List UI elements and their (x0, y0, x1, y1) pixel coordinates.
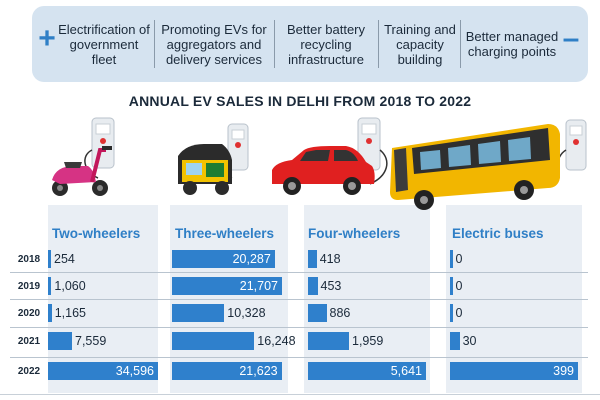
row-divider (10, 327, 588, 328)
bar-four-wheelers (308, 277, 318, 295)
value-label-four-wheelers: 5,641 (390, 364, 422, 378)
year-label: 2019 (17, 281, 41, 292)
row-divider (10, 272, 588, 273)
policy-divider (378, 20, 379, 68)
value-label-electric-buses: 0 (455, 279, 463, 293)
bar-three-wheelers (172, 277, 282, 295)
row-divider (10, 357, 588, 358)
plus-icon: + (38, 22, 56, 55)
value-label-four-wheelers: 1,959 (352, 334, 384, 348)
value-label-electric-buses: 0 (455, 306, 463, 320)
bar-two-wheelers (48, 250, 51, 268)
bar-four-wheelers (308, 304, 327, 322)
bar-four-wheelers (308, 362, 426, 380)
bar-electric-buses (450, 250, 453, 268)
column-heading-electric-buses: Electric buses (452, 226, 544, 241)
value-label-electric-buses: 399 (553, 364, 574, 378)
bar-two-wheelers (48, 277, 52, 295)
bar-two-wheelers (48, 362, 158, 380)
bar-four-wheelers (308, 250, 317, 268)
bar-three-wheelers (172, 332, 255, 350)
bar-two-wheelers (48, 304, 52, 322)
vehicle-illustrations (52, 117, 587, 210)
bar-four-wheelers (308, 332, 349, 350)
bar-electric-buses (450, 362, 578, 380)
divider (0, 394, 600, 395)
value-label-four-wheelers: 453 (320, 279, 342, 293)
auto-rickshaw-icon (178, 144, 232, 195)
value-label-electric-buses: 30 (462, 334, 477, 348)
policy-item: Electrification of government fleet (58, 21, 150, 67)
minus-icon: – (562, 22, 580, 55)
policy-item: Better managed charging points (465, 29, 559, 59)
value-label-three-wheelers: 20,287 (232, 252, 271, 266)
value-label-two-wheelers: 34,596 (115, 364, 154, 378)
column-heading-four-wheelers: Four-wheelers (308, 226, 401, 241)
bus-icon (390, 124, 560, 210)
column-heading-three-wheelers: Three-wheelers (175, 226, 275, 241)
column-heading-two-wheelers: Two-wheelers (52, 226, 141, 241)
row-divider (10, 299, 588, 300)
policy-item: Better battery recycling infrastructure (286, 21, 366, 67)
value-label-electric-buses: 0 (455, 252, 463, 266)
value-label-two-wheelers: 254 (54, 252, 75, 266)
bar-electric-buses (450, 277, 453, 295)
year-label: 2020 (17, 308, 41, 319)
policy-divider (154, 20, 155, 68)
value-label-three-wheelers: 16,248 (257, 334, 296, 348)
value-label-three-wheelers: 21,707 (239, 279, 278, 293)
value-label-four-wheelers: 886 (329, 306, 351, 320)
chart-title: ANNUAL EV SALES IN DELHI FROM 2018 TO 20… (128, 93, 472, 109)
value-label-three-wheelers: 10,328 (227, 306, 266, 320)
scooter-icon (52, 146, 112, 196)
bar-three-wheelers (172, 250, 275, 268)
value-label-three-wheelers: 21,623 (239, 364, 278, 378)
bar-three-wheelers (172, 362, 282, 380)
value-label-four-wheelers: 418 (319, 252, 341, 266)
value-label-two-wheelers: 1,060 (54, 279, 86, 293)
car-icon (272, 146, 375, 195)
policy-divider (274, 20, 275, 68)
policy-item: Promoting EVs for aggregators and delive… (161, 21, 267, 67)
bar-two-wheelers (48, 332, 72, 350)
value-label-two-wheelers: 1,165 (54, 306, 86, 320)
bar-three-wheelers (172, 304, 225, 322)
value-label-two-wheelers: 7,559 (75, 334, 107, 348)
year-label: 2021 (17, 336, 41, 347)
policy-banner: + Electrification of government fleet Pr… (32, 6, 588, 82)
year-label: 2018 (17, 254, 41, 265)
bar-electric-buses (450, 304, 453, 322)
policy-item: Training and capacity building (384, 21, 456, 67)
policy-divider (460, 20, 461, 68)
year-label: 2022 (17, 366, 41, 377)
bar-electric-buses (450, 332, 460, 350)
